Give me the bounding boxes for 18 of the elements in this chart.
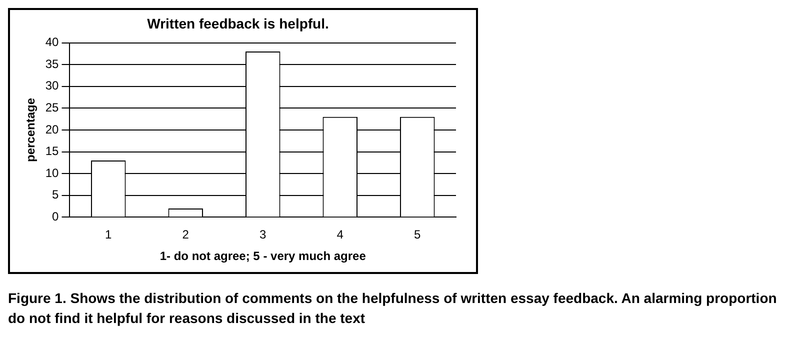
- y-tick-label: 5: [52, 188, 60, 202]
- x-tick-label: 5: [414, 228, 422, 242]
- y-tick-label: 20: [45, 122, 60, 136]
- y-tick-label: 25: [45, 100, 60, 115]
- y-tick-label: 35: [45, 56, 60, 71]
- y-tick-label: 15: [45, 144, 60, 158]
- x-axis-title: 1- do not agree; 5 - very much agree: [160, 249, 366, 264]
- y-axis-title: percentage: [24, 98, 38, 162]
- chart-title: Written feedback is helpful.: [147, 15, 329, 32]
- x-tick-label: 2: [182, 228, 190, 242]
- y-tick-label: 0: [52, 210, 60, 224]
- y-tick-label: 30: [45, 78, 60, 93]
- x-tick-label: 1: [105, 228, 112, 242]
- caption: Figure 1. Shows the distribution of comments on the helpfulness of written essay feedback. An alarming proportion do not find it helpful for reasons discussed in the text: [8, 289, 778, 328]
- y-tick-label: 10: [45, 166, 60, 180]
- y-tick-label: 40: [45, 35, 60, 50]
- x-tick-label: 4: [336, 228, 344, 242]
- x-tick-label: 3: [260, 228, 267, 242]
